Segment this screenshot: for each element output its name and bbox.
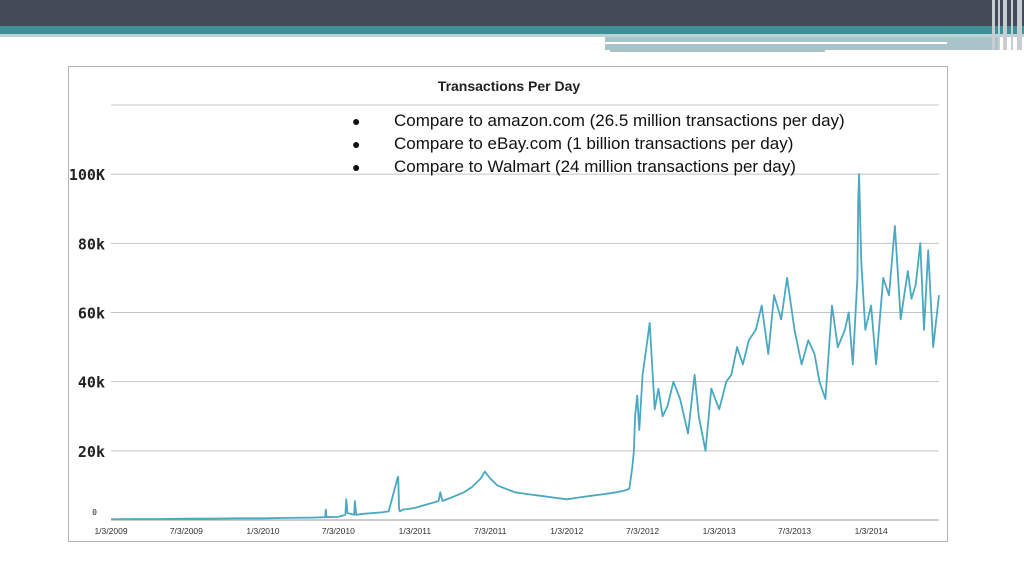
bullet-walmart: ● Compare to Walmart (24 million transact…: [352, 155, 845, 178]
bullet-dot-icon: ●: [352, 159, 361, 175]
x-axis-tick-labels: 1/3/2009 7/3/2009 1/3/2010 7/3/2010 1/3/2011…: [94, 526, 888, 536]
transactions-line-chart: Transactions Per Day 0 20k 40k 60k 80k 100K 1…: [69, 78, 940, 536]
chart-frame: Transactions Per Day 0 20k 40k 60k 80k 100K 1…: [68, 66, 948, 542]
bullet-text-walmart: Compare to Walmart (24 million transacti…: [394, 157, 796, 176]
gridlines: [111, 104, 939, 452]
x-tick-label: 7/3/2010: [322, 526, 355, 536]
light-accent-band: [0, 34, 1024, 37]
x-tick-label: 1/3/2010: [246, 526, 279, 536]
bullet-dot-icon: ●: [352, 136, 361, 152]
decorative-accent-line: [605, 42, 947, 44]
y-tick-label: 20k: [78, 443, 105, 461]
y-tick-label: 40k: [78, 374, 105, 392]
bullet-amazon: ● Compare to amazon.com (26.5 million tra…: [352, 109, 845, 132]
series-line: [110, 173, 940, 521]
x-tick-label: 7/3/2012: [626, 526, 659, 536]
comparison-bullet-list: ● Compare to amazon.com (26.5 million tra…: [352, 109, 845, 178]
series-line-layer: [110, 173, 940, 521]
decorative-accent-line-lower: [610, 50, 825, 52]
x-tick-label: 1/3/2012: [550, 526, 583, 536]
x-tick-label: 7/3/2013: [778, 526, 811, 536]
chart-title: Transactions Per Day: [438, 78, 581, 94]
teal-accent-band: [0, 26, 1024, 34]
y-tick-label: 0: [92, 508, 97, 517]
top-title-bar: [0, 0, 1024, 26]
y-axis-tick-labels: 0 20k 40k 60k 80k 100K: [69, 166, 105, 517]
bullet-text-ebay: Compare to eBay.com (1 billion transacti…: [394, 134, 794, 153]
x-tick-label: 7/3/2009: [170, 526, 203, 536]
y-tick-label: 100K: [69, 166, 105, 184]
x-tick-label: 1/3/2011: [399, 526, 432, 536]
bullet-ebay: ● Compare to eBay.com (1 billion transact…: [352, 132, 845, 155]
x-tick-label: 1/3/2014: [855, 526, 888, 536]
corner-stripes-decoration: [990, 0, 1024, 50]
bullet-dot-icon: ●: [352, 113, 361, 129]
x-tick-label: 1/3/2009: [94, 526, 127, 536]
x-tick-label: 7/3/2011: [474, 526, 507, 536]
bullet-text-amazon: Compare to amazon.com (26.5 million tran…: [394, 111, 845, 130]
x-tick-label: 1/3/2013: [703, 526, 736, 536]
y-tick-label: 80k: [78, 235, 105, 253]
y-tick-label: 60k: [78, 305, 105, 323]
